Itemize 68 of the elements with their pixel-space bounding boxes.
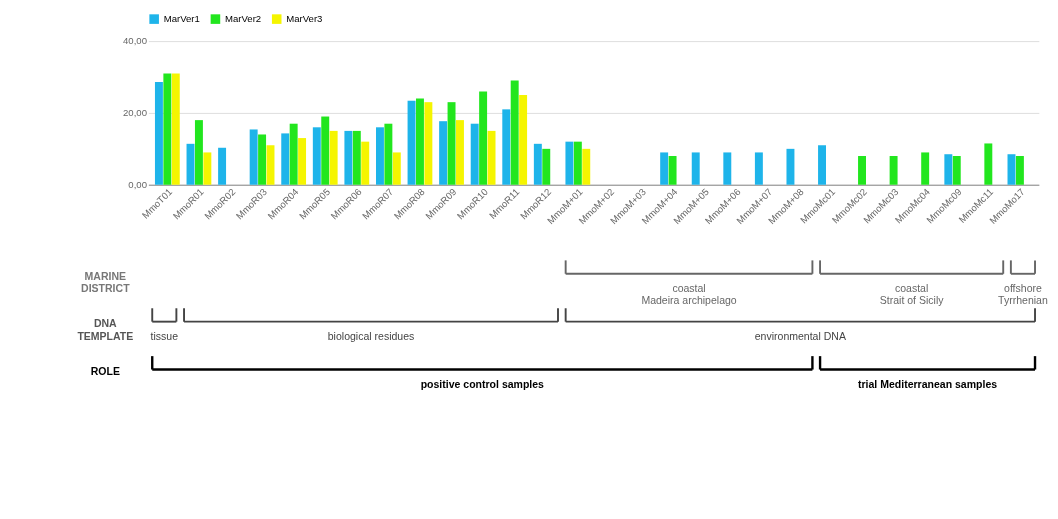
bar [668, 156, 677, 185]
bar [154, 82, 163, 185]
bar [203, 152, 212, 185]
text: DNA TEMPLATE [77, 317, 134, 342]
bar [455, 120, 464, 185]
bar [660, 152, 669, 185]
bar [889, 156, 898, 185]
text: trial Mediterranean samples [857, 377, 998, 390]
bar [218, 147, 227, 185]
bar [542, 148, 551, 185]
bar [691, 152, 700, 185]
bar [582, 148, 591, 185]
bar [289, 123, 298, 185]
text: tissue [150, 329, 179, 342]
bar [533, 143, 542, 185]
legend-label: MarVer3 [286, 12, 323, 24]
y-tick-label: 40,00 [123, 35, 147, 47]
bar [818, 145, 826, 185]
bar [470, 123, 479, 185]
text: MARINE DISTRICT [81, 269, 131, 294]
bar [479, 91, 488, 185]
bar [573, 141, 582, 185]
bar [375, 127, 384, 185]
bar [321, 116, 330, 185]
bar [519, 94, 528, 185]
text: environmental DNA [754, 329, 846, 342]
bar [384, 123, 393, 185]
bar [352, 130, 361, 185]
text: ROLE [90, 365, 120, 378]
text: positive control samples [420, 377, 545, 390]
bar [329, 130, 338, 185]
bar [502, 109, 511, 185]
bar [163, 73, 172, 185]
bar [565, 141, 574, 185]
bar [415, 98, 424, 185]
bar [447, 102, 456, 185]
bar [984, 143, 993, 185]
bar [723, 152, 732, 185]
bar [361, 141, 370, 185]
bar [510, 80, 519, 185]
legend-label: MarVer2 [225, 12, 262, 24]
bar [171, 73, 180, 185]
bar [407, 100, 416, 185]
bar [258, 134, 267, 185]
bar [1015, 156, 1024, 185]
bar [921, 152, 930, 185]
bar [786, 148, 795, 185]
legend-label: MarVer1 [163, 12, 200, 24]
text: coastal Strait of Sicily [879, 281, 945, 307]
bar [424, 102, 433, 185]
y-tick-label: 0,00 [128, 179, 147, 191]
bar [952, 156, 961, 185]
y-tick-label: 20,00 [123, 107, 147, 119]
bar [312, 127, 321, 185]
bar [344, 130, 353, 185]
bar [439, 121, 448, 185]
bar [281, 133, 290, 185]
text: biological residues [327, 329, 415, 342]
bar [944, 154, 953, 185]
text: coastal Madeira archipelago [641, 281, 737, 307]
bar [298, 138, 307, 185]
bar [194, 120, 203, 185]
bar [249, 129, 258, 185]
bar [754, 152, 763, 185]
bar [858, 156, 866, 185]
text: offshore Tyrrhenian [998, 281, 1048, 307]
bar [487, 130, 496, 185]
bar [392, 152, 401, 185]
